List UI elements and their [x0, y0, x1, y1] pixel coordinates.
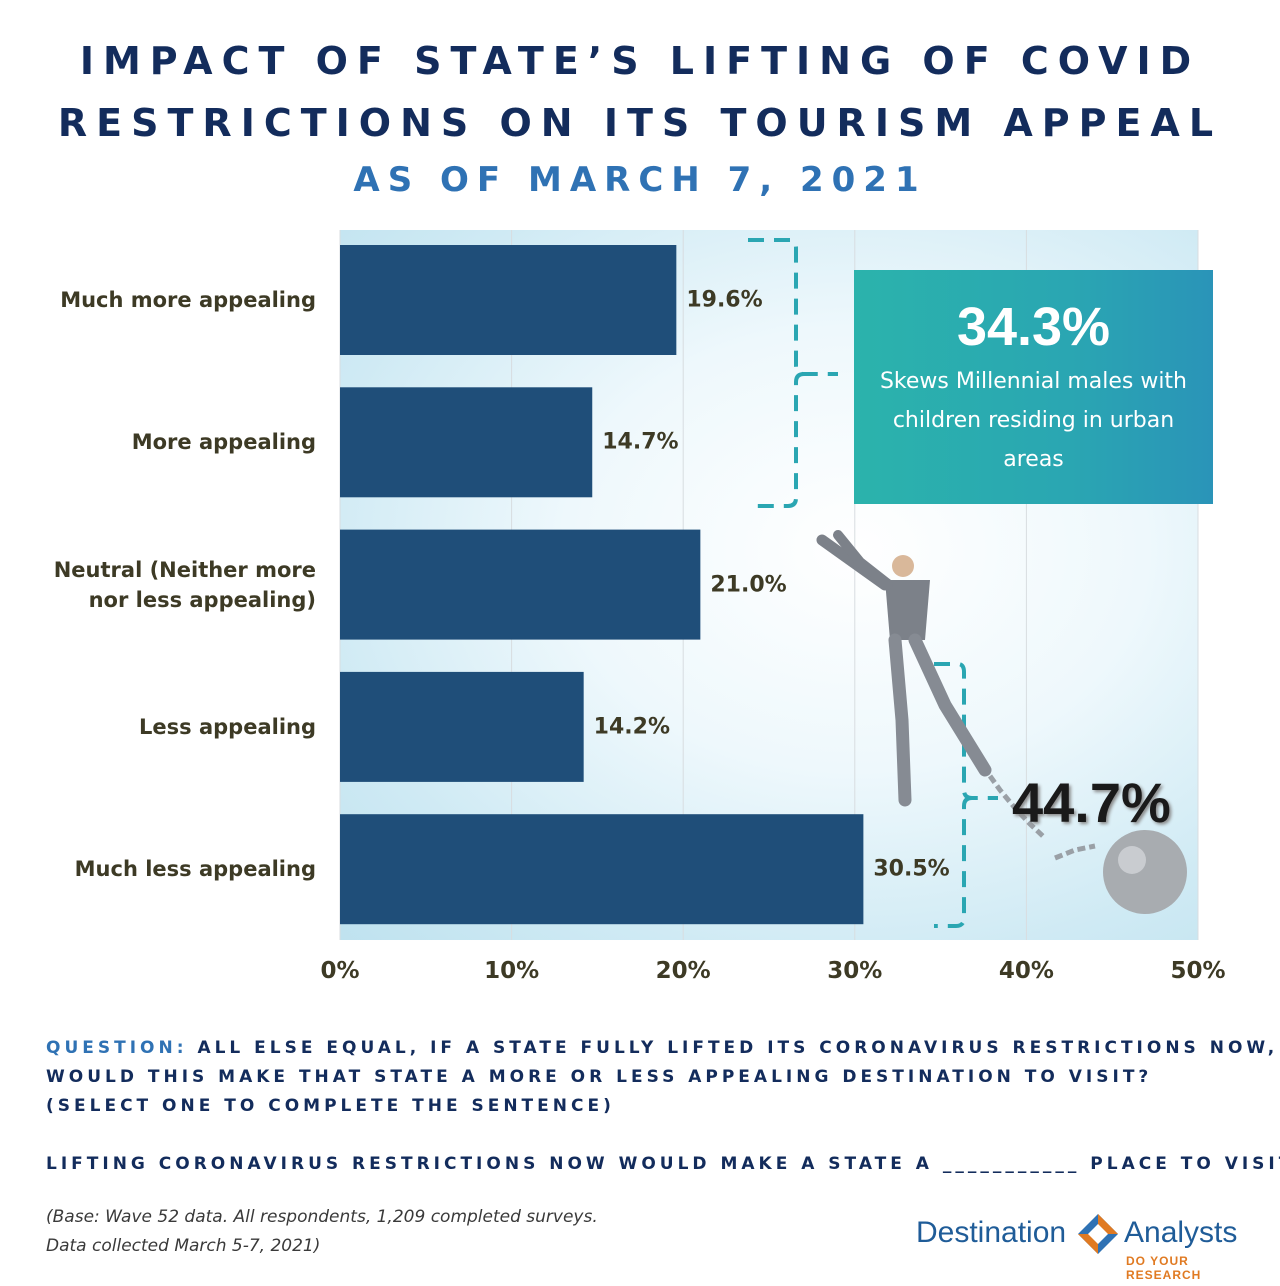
chart-title-line-1: IMPACT OF STATE’S LIFTING OF COVID: [79, 39, 1201, 83]
question-text-1: ALL ELSE EQUAL, IF A STATE FULLY LIFTED …: [197, 1038, 1279, 1058]
bar: [340, 814, 864, 925]
chart-title-line-2: RESTRICTIONS ON ITS TOURISM APPEAL: [57, 101, 1223, 145]
bar-value-label: 21.0%: [710, 572, 787, 598]
bottom-group-percentage: 44.7%: [1012, 771, 1171, 834]
chain: [987, 774, 1047, 840]
bar: [340, 529, 701, 640]
bar: [340, 387, 593, 498]
category-label: Much less appealing: [74, 857, 316, 882]
brand-logo: Destination Analysts DO YOUR RESEARCH: [916, 1210, 1266, 1282]
group-bracket: [748, 238, 838, 508]
question-line-2: WOULD THIS MAKE THAT STATE A MORE OR LES…: [46, 1067, 1153, 1087]
bar: [340, 671, 584, 782]
x-tick-label: 0%: [320, 958, 360, 984]
ball-icon: [1103, 830, 1187, 914]
chain-2: [1054, 843, 1096, 861]
brand-tagline: DO YOUR RESEARCH: [1126, 1254, 1202, 1282]
category-label: Less appealing: [139, 714, 316, 739]
brand-name-left: Destination: [916, 1216, 1067, 1249]
figure-leg-left: [888, 633, 912, 807]
brackets: [748, 238, 998, 928]
callout-percentage: 34.3%: [956, 297, 1111, 357]
x-tick-label: 10%: [484, 958, 540, 984]
question-line-3: (SELECT ONE TO COMPLETE THE SENTENCE): [46, 1096, 615, 1116]
bar-value-label: 30.5%: [873, 856, 950, 882]
category-label: More appealing: [131, 430, 316, 455]
category-label: Neutral (Neither more nor less appealing…: [53, 557, 316, 612]
question-sentence: LIFTING CORONAVIRUS RESTRICTIONS NOW WOU…: [46, 1154, 1280, 1174]
figure-torso: [885, 580, 930, 640]
falling-man-illustration: [816, 530, 1187, 914]
x-tick-label: 50%: [1170, 958, 1226, 984]
figure-arm-right: [833, 530, 893, 589]
x-tick-label: 40%: [998, 958, 1054, 984]
bars: [340, 245, 864, 925]
group-bracket: [934, 662, 998, 928]
base-note-line-2: Data collected March 5-7, 2021): [46, 1236, 321, 1256]
base-note-line-1: (Base: Wave 52 data. All respondents, 1,…: [46, 1207, 598, 1227]
ball-highlight: [1118, 846, 1146, 874]
bar-chart: [339, 230, 1199, 940]
bar-value-label: 14.2%: [593, 714, 670, 740]
diamond-logo-icon: [1078, 1214, 1118, 1254]
callout-box: 34.3% Skews Millennial males with childr…: [854, 270, 1213, 504]
question-line-1: QUESTION: ALL ELSE EQUAL, IF A STATE FUL…: [46, 1038, 1278, 1058]
x-tick-label: 20%: [655, 958, 711, 984]
callout-description: Skews Millennial males with children res…: [879, 369, 1188, 472]
figure-head: [892, 555, 914, 577]
bar-value-label: 14.7%: [602, 429, 679, 455]
brand-name-right: Analysts: [1124, 1216, 1238, 1249]
chart-subtitle-date: AS OF MARCH 7, 2021: [353, 160, 927, 200]
bar: [340, 245, 677, 355]
category-label: Much more appealing: [60, 288, 316, 312]
x-tick-label: 30%: [827, 958, 883, 984]
question-prefix: QUESTION:: [46, 1038, 188, 1058]
bar-value-label: 19.6%: [686, 287, 763, 313]
figure-leg-right: [908, 633, 992, 777]
